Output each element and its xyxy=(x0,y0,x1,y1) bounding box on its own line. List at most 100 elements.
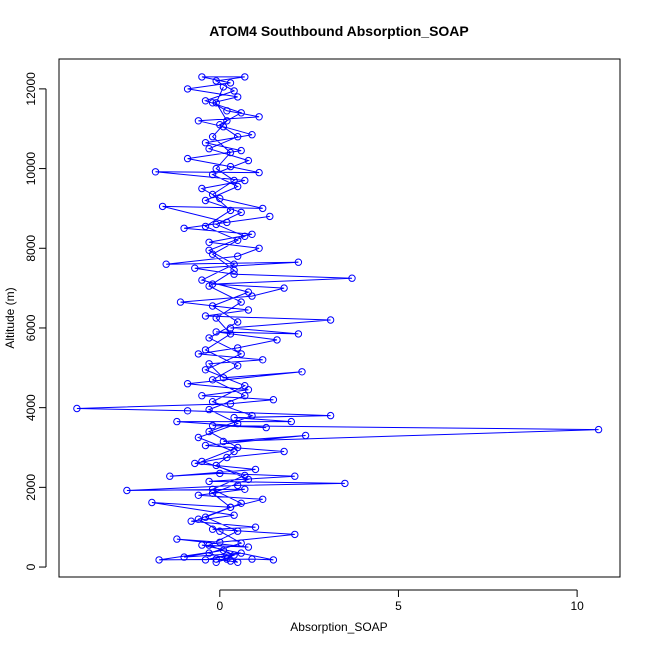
data-point xyxy=(341,479,349,488)
x-axis-label: Absorption_SOAP xyxy=(290,620,387,634)
data-point xyxy=(219,546,228,554)
data-point xyxy=(234,93,242,101)
data-point xyxy=(212,328,220,336)
data-point xyxy=(251,523,260,531)
data-point xyxy=(223,551,231,559)
data-point xyxy=(194,117,203,125)
data-point xyxy=(208,376,217,384)
data-point xyxy=(201,346,210,354)
data-point xyxy=(230,447,238,456)
data-point xyxy=(198,541,206,549)
data-point xyxy=(183,85,192,93)
data-point xyxy=(234,182,242,191)
data-point xyxy=(230,413,238,422)
series-layer xyxy=(73,73,603,566)
data-point xyxy=(234,252,242,260)
data-point xyxy=(234,419,242,428)
data-point xyxy=(201,366,210,374)
data-point xyxy=(205,334,213,342)
data-point xyxy=(201,97,210,105)
data-point xyxy=(255,113,263,121)
data-point xyxy=(244,543,253,551)
data-point xyxy=(294,258,303,266)
data-point xyxy=(226,557,235,565)
data-point xyxy=(198,184,206,193)
y-tick-label: 6000 xyxy=(24,314,38,341)
data-point xyxy=(208,250,217,258)
data-point xyxy=(237,146,245,155)
data-point xyxy=(183,407,192,415)
data-point xyxy=(205,145,213,153)
series-line xyxy=(76,76,599,563)
data-point xyxy=(237,298,245,306)
x-tick-label: 0 xyxy=(216,599,223,613)
data-point xyxy=(198,276,206,284)
data-point xyxy=(230,266,238,274)
data-point xyxy=(237,350,245,358)
data-point xyxy=(187,517,195,525)
data-point xyxy=(259,204,267,213)
data-point xyxy=(205,541,213,549)
data-point xyxy=(234,481,242,490)
data-point xyxy=(201,513,210,521)
data-point xyxy=(248,230,256,239)
data-point xyxy=(216,538,224,546)
data-point xyxy=(269,556,278,564)
data-point xyxy=(248,411,256,420)
data-point xyxy=(294,330,303,338)
data-point xyxy=(219,374,228,382)
data-point xyxy=(259,495,267,503)
data-point xyxy=(212,314,220,322)
data-point xyxy=(287,417,295,426)
data-point xyxy=(255,244,263,253)
data-point xyxy=(73,404,81,413)
data-point xyxy=(212,555,220,563)
data-point xyxy=(237,208,245,217)
y-tick-label: 0 xyxy=(24,563,38,570)
data-point xyxy=(208,489,217,497)
data-point xyxy=(216,527,224,535)
data-point xyxy=(216,194,224,203)
data-point xyxy=(248,555,256,563)
data-point xyxy=(244,156,253,165)
data-point xyxy=(205,477,213,486)
chart-title: ATOM4 Southbound Absorption_SOAP xyxy=(209,23,469,39)
data-point xyxy=(234,527,242,535)
data-point xyxy=(223,107,231,115)
data-point xyxy=(226,148,235,157)
data-point xyxy=(198,457,206,466)
data-point xyxy=(226,206,235,215)
data-point xyxy=(244,288,253,296)
data-point xyxy=(226,162,235,171)
x-tick-label: 5 xyxy=(395,599,402,613)
data-point xyxy=(326,411,335,420)
data-point xyxy=(226,503,235,511)
data-point xyxy=(216,469,224,478)
data-point xyxy=(273,336,281,344)
data-point xyxy=(212,99,220,107)
plot-frame xyxy=(58,58,621,578)
data-point xyxy=(241,382,249,390)
y-tick-label: 4000 xyxy=(24,394,38,421)
y-tick-label: 2000 xyxy=(24,474,38,501)
data-point xyxy=(208,525,217,533)
data-point xyxy=(162,260,170,268)
data-point xyxy=(244,475,253,484)
data-point xyxy=(241,73,249,81)
data-point xyxy=(208,398,217,406)
data-point xyxy=(248,131,256,139)
data-point xyxy=(230,176,238,185)
data-point xyxy=(205,360,213,368)
data-point xyxy=(234,558,242,566)
data-point xyxy=(216,121,224,129)
data-point xyxy=(208,485,217,493)
data-point xyxy=(234,362,242,370)
data-point xyxy=(223,117,231,125)
data-point xyxy=(280,284,288,292)
data-point xyxy=(291,530,299,539)
data-point xyxy=(237,109,245,117)
data-point xyxy=(219,123,228,131)
data-point xyxy=(301,431,310,440)
data-point xyxy=(230,270,238,278)
data-point xyxy=(194,491,203,499)
